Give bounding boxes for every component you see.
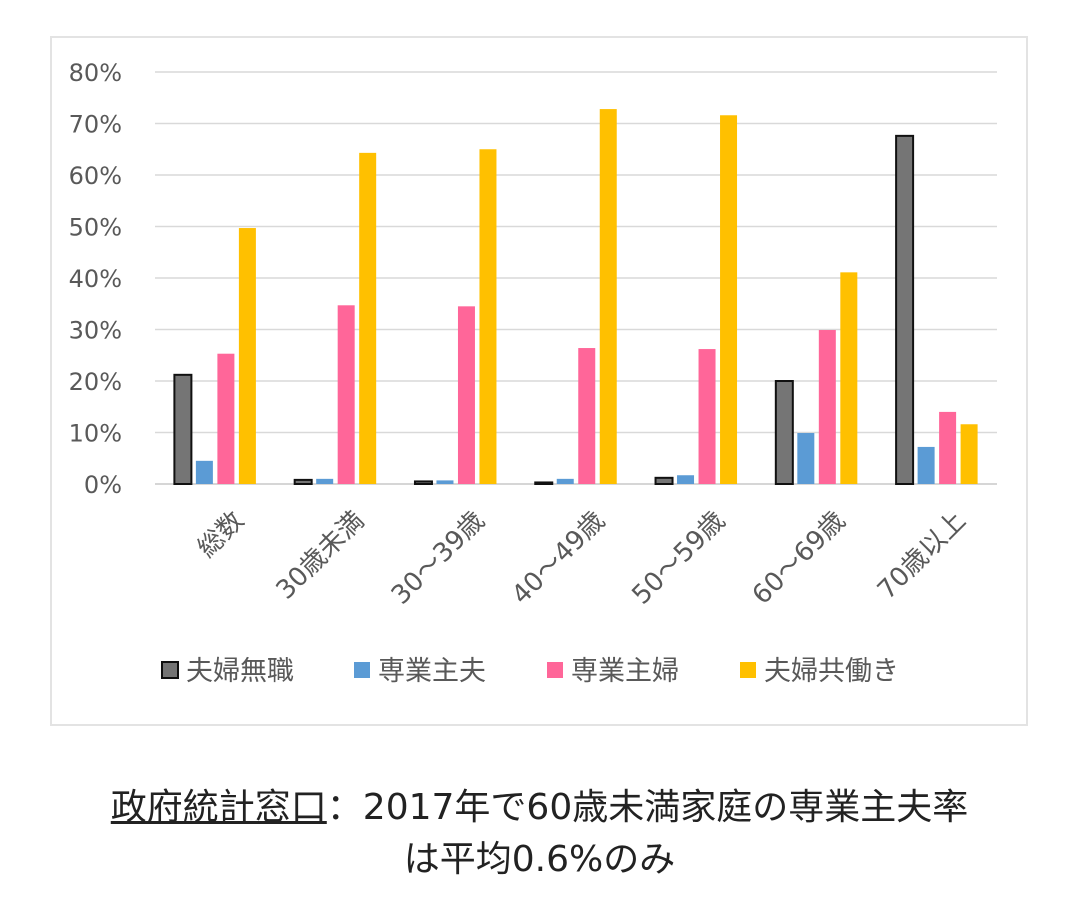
bar (316, 478, 334, 484)
x-tick-label: 30歳未満 (271, 506, 371, 606)
y-tick-label: 30% (69, 317, 122, 345)
y-tick-label: 60% (69, 162, 122, 190)
bar (654, 476, 674, 486)
caption-source-link[interactable]: 政府統計窓口 (110, 787, 327, 828)
legend-label: 専業主婦 (571, 656, 679, 687)
bar (359, 152, 377, 484)
bar (895, 134, 915, 486)
bar (436, 480, 454, 484)
bar (217, 353, 235, 484)
legend-label: 専業主夫 (378, 656, 486, 687)
bar (337, 305, 355, 484)
bar (534, 481, 554, 485)
bar (238, 228, 256, 484)
x-tick-label: 40～49歳 (506, 506, 611, 611)
legend-swatch (354, 662, 370, 678)
x-tick-label: 50～59歳 (626, 506, 731, 611)
bar (457, 306, 475, 484)
x-tick-label: 70歳以上 (872, 506, 972, 606)
legend-swatch (547, 662, 563, 678)
legend-label: 夫婦共働き (764, 656, 899, 687)
legend-label: 夫婦無職 (186, 656, 294, 687)
x-tick-label: 30～39歳 (386, 506, 491, 611)
caption-separator: ： (326, 787, 363, 828)
bar (917, 446, 935, 484)
caption-line-1-text: 2017年で60歳未満家庭の専業主夫率 (362, 787, 969, 828)
y-tick-label: 40% (69, 265, 122, 293)
y-tick-label: 80% (69, 59, 122, 87)
bar (479, 149, 497, 484)
bar (818, 330, 836, 484)
bar (413, 480, 433, 485)
bar (195, 460, 213, 484)
bar (599, 109, 617, 484)
y-tick-label: 20% (69, 368, 122, 396)
bar (720, 115, 738, 484)
bar (677, 475, 695, 484)
y-tick-label: 50% (69, 214, 122, 242)
bar (173, 373, 193, 486)
y-tick-label: 10% (69, 420, 122, 448)
x-tick-label: 60～69歳 (747, 506, 852, 611)
bar (578, 348, 596, 484)
bar (960, 424, 978, 484)
bar (939, 411, 957, 484)
caption-line-1: 政府統計窓口：2017年で60歳未満家庭の専業主夫率 (0, 782, 1079, 834)
bar (293, 478, 313, 486)
chart-frame: 0% 10% 20% 30% 40% 50% 60% 70% 80% 総数 30歳未満 30～39歳 4… (50, 36, 1028, 726)
legend-swatch (740, 662, 756, 678)
bar (698, 349, 716, 484)
bar (556, 478, 574, 484)
legend-swatch (161, 661, 179, 679)
caption-line-2: は平均0.6%のみ (403, 839, 676, 880)
y-tick-label: 0% (84, 471, 122, 499)
bar (840, 272, 858, 484)
y-tick-label: 70% (69, 111, 122, 139)
caption: 政府統計窓口：2017年で60歳未満家庭の専業主夫率 は平均0.6%のみ (0, 782, 1079, 886)
bar (797, 433, 815, 484)
bar (774, 380, 794, 485)
x-tick-label: 総数 (192, 506, 250, 564)
bar-chart: 0% 10% 20% 30% 40% 50% 60% 70% 80% 総数 30歳未満 30～39歳 4… (69, 59, 997, 687)
